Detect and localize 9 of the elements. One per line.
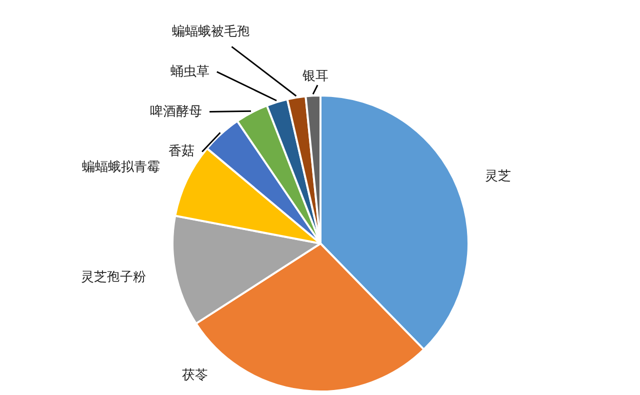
- slice-label: 啤酒酵母: [150, 104, 202, 120]
- slice-label: 灵芝: [485, 169, 512, 184]
- slice-label: 银耳: [302, 68, 329, 84]
- slice-label: 茯苓: [182, 368, 208, 383]
- slice-label: 蝙蝠蛾拟青霉: [82, 160, 160, 175]
- slice-label: 灵芝孢子粉: [81, 270, 146, 285]
- slice-label: 蝙蝠蛾被毛孢: [172, 24, 250, 40]
- slice-label: 蛹虫草: [170, 64, 210, 80]
- slice-label: 香菇: [168, 144, 195, 160]
